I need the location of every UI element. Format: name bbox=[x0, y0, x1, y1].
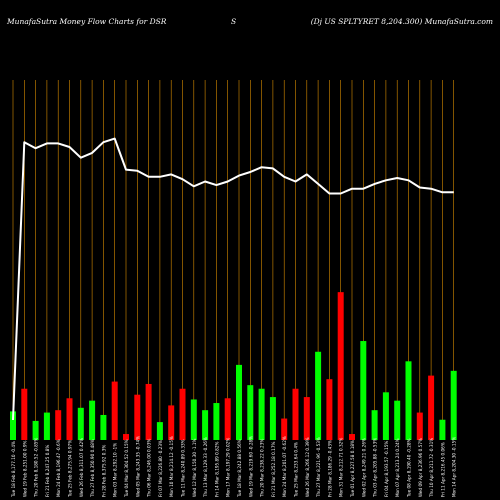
money-flow-bar bbox=[292, 388, 299, 440]
chart-title: MunafaSutra Money Flow Charts for DSR bbox=[7, 17, 167, 26]
money-flow-bar bbox=[32, 420, 39, 440]
x-tick-label: Wed 09 Apr 8,236.96 0.57% bbox=[418, 438, 423, 497]
money-flow-bar bbox=[77, 407, 84, 440]
x-tick-label: Tue 01 Apr 8,227.58 0.18% bbox=[350, 440, 355, 498]
x-tick-label: Thu 20 Mar 8,238.22 0.23% bbox=[260, 439, 265, 498]
chart-index-info: (Dj US SPLTYRET 8,204.300) MunafaSutra.c… bbox=[310, 17, 493, 26]
money-flow-bar bbox=[213, 403, 220, 440]
x-tick-label: Fri 07 Mar 8,226.80 -0.23% bbox=[158, 440, 163, 497]
money-flow-bar bbox=[111, 381, 118, 440]
money-flow-bars bbox=[10, 292, 457, 440]
money-flow-bar bbox=[247, 385, 254, 440]
money-flow-bar bbox=[360, 341, 367, 440]
money-flow-bar bbox=[416, 412, 423, 440]
money-flow-bar bbox=[123, 434, 129, 440]
money-flow-bar bbox=[156, 422, 163, 440]
x-tick-label: Mon 31 Mar 8,212.71 0.32% bbox=[339, 438, 344, 497]
x-tick-label: Mon 24 Feb 8,196.47 -0.6% bbox=[56, 439, 61, 497]
gridlines bbox=[12, 80, 455, 440]
x-tick-label: Fri 21 Feb 8,247.25 0.8% bbox=[45, 445, 50, 497]
x-axis-labels: Tue 18 Feb 8,177.10 -0.4% Wed 19 Feb 8,25… bbox=[11, 436, 457, 498]
x-tick-label: Wed 05 Mar 8,243.35 -0.74% bbox=[135, 436, 140, 497]
x-tick-label: Thu 27 Mar 8,221.96 -0.53% bbox=[316, 437, 321, 498]
money-flow-bar bbox=[202, 410, 209, 440]
money-flow-bar bbox=[224, 398, 231, 440]
x-tick-label: Wed 26 Feb 8,311.07 0.42% bbox=[79, 438, 84, 497]
money-flow-bar bbox=[21, 388, 28, 440]
money-flow-bar bbox=[382, 392, 389, 440]
x-tick-label: Tue 25 Mar 8,233.64 0.4% bbox=[294, 442, 299, 498]
money-flow-bar bbox=[349, 434, 355, 440]
money-flow-bar bbox=[303, 397, 310, 440]
price-line-group bbox=[12, 137, 454, 421]
x-tick-label: Mon 14 Apr 8,204.30 -0.15% bbox=[452, 437, 457, 497]
money-flow-bar bbox=[258, 388, 265, 440]
x-tick-label: Thu 13 Mar 8,129.33 -0.26% bbox=[203, 437, 208, 498]
x-tick-label: Tue 18 Feb 8,177.10 -0.4% bbox=[11, 441, 16, 498]
money-flow-bar bbox=[236, 364, 242, 440]
x-tick-label: Thu 06 Mar 8,246.00 0.03% bbox=[147, 439, 152, 498]
money-flow-bar bbox=[168, 405, 175, 440]
x-tick-label: Fri 28 Feb 8,375.92 0.3% bbox=[101, 445, 106, 497]
money-flow-bar bbox=[43, 412, 50, 440]
money-flow-bar bbox=[326, 379, 333, 440]
x-tick-label: Mon 10 Mar 8,214.12 -0.15% bbox=[169, 436, 174, 497]
money-flow-bar bbox=[450, 370, 457, 440]
money-flow-bar bbox=[315, 351, 322, 440]
money-flow-bar bbox=[66, 398, 73, 440]
money-flow-bar bbox=[134, 394, 141, 440]
x-tick-label: Fri 14 Mar 8,195.89 0.82% bbox=[214, 441, 219, 497]
x-tick-label: Fri 21 Mar 8,252.18 0.17% bbox=[271, 441, 276, 497]
x-tick-label: Fri 11 Apr 8,216.45 0.06% bbox=[440, 442, 445, 497]
money-flow-bar bbox=[405, 361, 412, 440]
x-tick-label: Mon 17 Mar 8,197.29 0.02% bbox=[226, 438, 231, 497]
money-flow-bar bbox=[371, 410, 378, 440]
money-flow-bar bbox=[10, 411, 16, 440]
x-tick-label: Mon 07 Apr 8,213.24 0.24% bbox=[395, 438, 400, 497]
money-flow-bar bbox=[179, 388, 186, 440]
money-flow-bar bbox=[190, 399, 197, 440]
x-tick-label: Tue 04 Mar 8,304.52 0.15% bbox=[124, 439, 129, 498]
x-tick-label: Mon 24 Mar 8,201.07 -0.62% bbox=[282, 436, 287, 497]
x-tick-label: Thu 10 Apr 8,211.72 -0.31% bbox=[429, 438, 434, 498]
money-flow-bar bbox=[55, 410, 62, 440]
x-tick-label: Tue 25 Feb 8,275.94 0.97% bbox=[68, 440, 73, 498]
money-flow-bar bbox=[89, 400, 96, 440]
x-tick-label: Fri 04 Apr 8,193.57 -0.15% bbox=[384, 441, 389, 497]
price-line bbox=[12, 137, 454, 421]
x-tick-label: Tue 08 Apr 8,190.40 -0.28% bbox=[407, 438, 412, 498]
x-tick-label: Tue 18 Mar 8,242.88 0.56% bbox=[237, 439, 242, 498]
x-tick-label: Thu 03 Apr 8,205.88 -0.53% bbox=[373, 438, 378, 498]
money-flow-bar bbox=[281, 418, 288, 440]
money-flow-bar bbox=[100, 414, 107, 440]
x-tick-label: Mon 03 Mar 8,292.10 -1% bbox=[113, 443, 118, 497]
x-tick-label: Thu 20 Feb 8,180.52 -0.85% bbox=[34, 438, 39, 498]
x-tick-label: Wed 02 Apr 8,249.21 0.26% bbox=[361, 438, 366, 497]
x-tick-label: Thu 27 Feb 8,350.90 0.48% bbox=[90, 439, 95, 498]
money-flow-bar bbox=[337, 292, 344, 440]
money-flow-bar bbox=[394, 400, 401, 440]
money-flow-bar bbox=[439, 419, 446, 440]
x-tick-label: Wed 12 Mar 8,150.30 -1.1% bbox=[192, 438, 197, 497]
x-tick-label: Tue 11 Mar 8,240.89 0.33% bbox=[181, 439, 186, 498]
x-tick-label: Wed 19 Mar 8,219.60 -0.28% bbox=[248, 436, 253, 497]
money-flow-bar bbox=[428, 375, 435, 440]
x-tick-label: Wed 19 Feb 8,251.00 0.9% bbox=[22, 440, 27, 497]
x-tick-label: Fri 28 Mar 8,186.29 -0.43% bbox=[327, 440, 332, 497]
chart-symbol: S bbox=[231, 17, 237, 26]
money-flow-bar bbox=[145, 383, 152, 440]
x-tick-label: Wed 26 Mar 8,266.12 0.39% bbox=[305, 437, 310, 497]
money-flow-bar bbox=[269, 397, 276, 440]
